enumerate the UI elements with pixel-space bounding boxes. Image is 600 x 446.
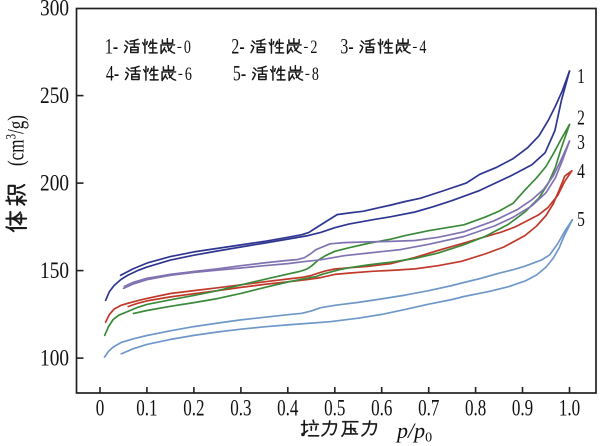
svg-text:250: 250: [40, 82, 69, 108]
svg-text:2-: 2-: [231, 35, 244, 59]
svg-text:8: 8: [312, 63, 319, 85]
svg-text:-: -: [412, 39, 417, 55]
svg-text:3: 3: [577, 131, 585, 154]
svg-text:200: 200: [40, 170, 69, 196]
svg-text:100: 100: [40, 345, 69, 371]
svg-text:-: -: [305, 66, 310, 82]
svg-text:3-: 3-: [340, 35, 353, 59]
svg-text:-: -: [178, 66, 183, 82]
svg-text:1-: 1-: [105, 35, 118, 59]
svg-text:0.3: 0.3: [230, 396, 251, 421]
svg-text:-: -: [177, 39, 182, 55]
svg-text:300: 300: [40, 0, 69, 21]
svg-text:0.6: 0.6: [371, 396, 392, 421]
svg-text:0.4: 0.4: [277, 396, 298, 421]
svg-text:0.9: 0.9: [512, 396, 533, 421]
svg-text:-: -: [303, 39, 308, 55]
svg-text:5: 5: [577, 208, 585, 231]
svg-text:4: 4: [577, 160, 585, 183]
svg-text:2: 2: [577, 106, 585, 129]
svg-text:1.0: 1.0: [559, 396, 580, 421]
svg-text:0.7: 0.7: [418, 396, 439, 421]
svg-text:0.8: 0.8: [465, 396, 486, 421]
svg-text:4: 4: [419, 36, 427, 58]
svg-text:2: 2: [310, 36, 317, 58]
svg-text:150: 150: [40, 257, 69, 283]
svg-text:0.5: 0.5: [324, 396, 345, 421]
svg-text:0: 0: [184, 36, 191, 58]
svg-text:4-: 4-: [106, 62, 119, 86]
svg-text:1: 1: [577, 65, 585, 88]
svg-text:5-: 5-: [233, 62, 246, 86]
svg-text:(cm3/g): (cm3/g): [2, 115, 29, 166]
svg-text:6: 6: [185, 63, 192, 85]
svg-text:0: 0: [96, 396, 105, 421]
svg-text:0.2: 0.2: [183, 396, 204, 421]
svg-text:0.1: 0.1: [136, 396, 157, 421]
